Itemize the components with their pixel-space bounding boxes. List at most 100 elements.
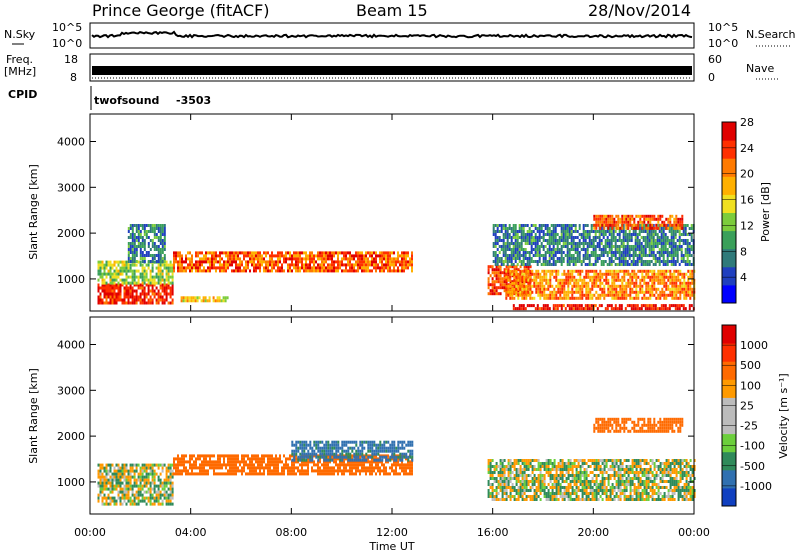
heatmap-cell bbox=[594, 251, 597, 254]
heatmap-cell bbox=[491, 292, 494, 296]
heatmap-cell bbox=[681, 214, 684, 218]
heatmap-cell bbox=[603, 278, 606, 282]
heatmap-cell bbox=[339, 463, 341, 467]
heatmap-cell bbox=[405, 469, 407, 473]
beam-title: Beam 15 bbox=[356, 1, 428, 20]
heatmap-cell bbox=[175, 463, 177, 467]
heatmap-cell bbox=[207, 454, 209, 458]
heatmap-cell bbox=[243, 266, 245, 270]
heatmap-cell bbox=[670, 230, 673, 233]
heatmap-cell bbox=[537, 287, 540, 291]
heatmap-cell bbox=[557, 290, 560, 294]
heatmap-cell bbox=[143, 499, 146, 503]
heatmap-cell bbox=[181, 263, 183, 267]
heatmap-cell bbox=[547, 281, 550, 285]
heatmap-cell bbox=[321, 251, 323, 255]
heatmap-cell bbox=[141, 242, 144, 245]
heatmap-cell bbox=[546, 242, 549, 245]
heatmap-cell bbox=[347, 251, 349, 255]
heatmap-cell bbox=[145, 301, 148, 305]
heatmap-cell bbox=[203, 460, 205, 464]
heatmap-cell bbox=[649, 293, 652, 297]
heatmap-cell bbox=[622, 245, 625, 248]
heatmap-cell bbox=[612, 227, 615, 230]
heatmap-cell bbox=[403, 466, 405, 470]
heatmap-cell bbox=[552, 257, 555, 260]
heatmap-cell bbox=[513, 265, 516, 269]
heatmap-cell bbox=[325, 458, 328, 462]
heatmap-cell bbox=[343, 449, 346, 453]
heatmap-cell bbox=[327, 443, 330, 447]
heatmap-cell bbox=[137, 233, 140, 236]
heatmap-cell bbox=[207, 460, 209, 464]
heatmap-cell bbox=[674, 242, 677, 245]
heatmap-cell bbox=[632, 257, 635, 260]
heatmap-cell bbox=[677, 217, 680, 221]
heatmap-cell bbox=[659, 223, 662, 227]
heatmap-cell bbox=[564, 227, 567, 230]
heatmap-cell bbox=[546, 304, 549, 308]
heatmap-cell bbox=[167, 499, 170, 503]
heatmap-cell bbox=[622, 257, 625, 260]
heatmap-cell bbox=[605, 275, 608, 279]
heatmap-cell bbox=[295, 254, 297, 258]
heatmap-cell bbox=[307, 266, 309, 270]
heatmap-cell bbox=[211, 251, 213, 255]
heatmap-cell bbox=[225, 263, 227, 267]
heatmap-cell bbox=[163, 283, 166, 287]
heatmap-cell bbox=[327, 469, 329, 473]
heatmap-cell bbox=[568, 236, 571, 239]
heatmap-cell bbox=[637, 269, 640, 273]
heatmap-cell bbox=[547, 293, 550, 297]
heatmap-cell bbox=[327, 257, 329, 261]
heatmap-cell bbox=[517, 278, 520, 282]
heatmap-cell bbox=[351, 269, 353, 273]
heatmap-cell bbox=[497, 265, 500, 269]
heatmap-cell bbox=[679, 220, 682, 224]
heatmap-cell bbox=[645, 214, 648, 218]
heatmap-cell bbox=[650, 304, 653, 308]
heatmap-cell bbox=[141, 251, 144, 254]
heatmap-cell bbox=[105, 286, 108, 290]
heatmap-cell bbox=[131, 245, 134, 248]
heatmap-cell bbox=[355, 251, 357, 255]
heatmap-cell bbox=[682, 230, 685, 233]
heatmap-cell bbox=[151, 227, 154, 230]
heatmap-cell bbox=[153, 295, 156, 299]
heatmap-cell bbox=[169, 496, 172, 500]
heatmap-cell bbox=[538, 233, 541, 236]
heatmap-cell bbox=[514, 307, 517, 311]
heatmap-cell bbox=[618, 233, 621, 236]
heatmap-cell bbox=[550, 254, 553, 257]
heatmap-cell bbox=[652, 263, 655, 266]
heatmap-cell bbox=[568, 242, 571, 245]
heatmap-cell bbox=[289, 469, 291, 473]
heatmap-cell bbox=[323, 257, 325, 261]
heatmap-cell bbox=[567, 281, 570, 285]
heatmap-cell bbox=[590, 251, 593, 254]
heatmap-cell bbox=[263, 260, 265, 264]
heatmap-cell bbox=[117, 269, 120, 273]
heatmap-cell bbox=[131, 289, 134, 293]
heatmap-cell bbox=[562, 236, 565, 239]
heatmap-cell bbox=[237, 457, 239, 461]
heatmap-cell bbox=[113, 269, 116, 273]
heatmap-cell bbox=[524, 248, 527, 251]
heatmap-cell bbox=[664, 251, 667, 254]
heatmap-cell bbox=[492, 227, 495, 230]
heatmap-cell bbox=[494, 254, 497, 257]
heatmap-cell bbox=[291, 257, 293, 261]
heatmap-cell bbox=[668, 254, 671, 257]
heatmap-cell bbox=[147, 475, 150, 479]
heatmap-cell bbox=[541, 290, 544, 294]
heatmap-cell bbox=[637, 223, 640, 227]
heatmap-cell bbox=[627, 217, 630, 221]
heatmap-cell bbox=[263, 251, 265, 255]
heatmap-cell bbox=[157, 266, 160, 270]
heatmap-cell bbox=[361, 269, 363, 273]
heatmap-cell bbox=[516, 233, 519, 236]
heatmap-cell bbox=[129, 484, 132, 488]
heatmap-cell bbox=[307, 263, 309, 267]
heatmap-cell bbox=[666, 251, 669, 254]
heatmap-cell bbox=[251, 469, 253, 473]
